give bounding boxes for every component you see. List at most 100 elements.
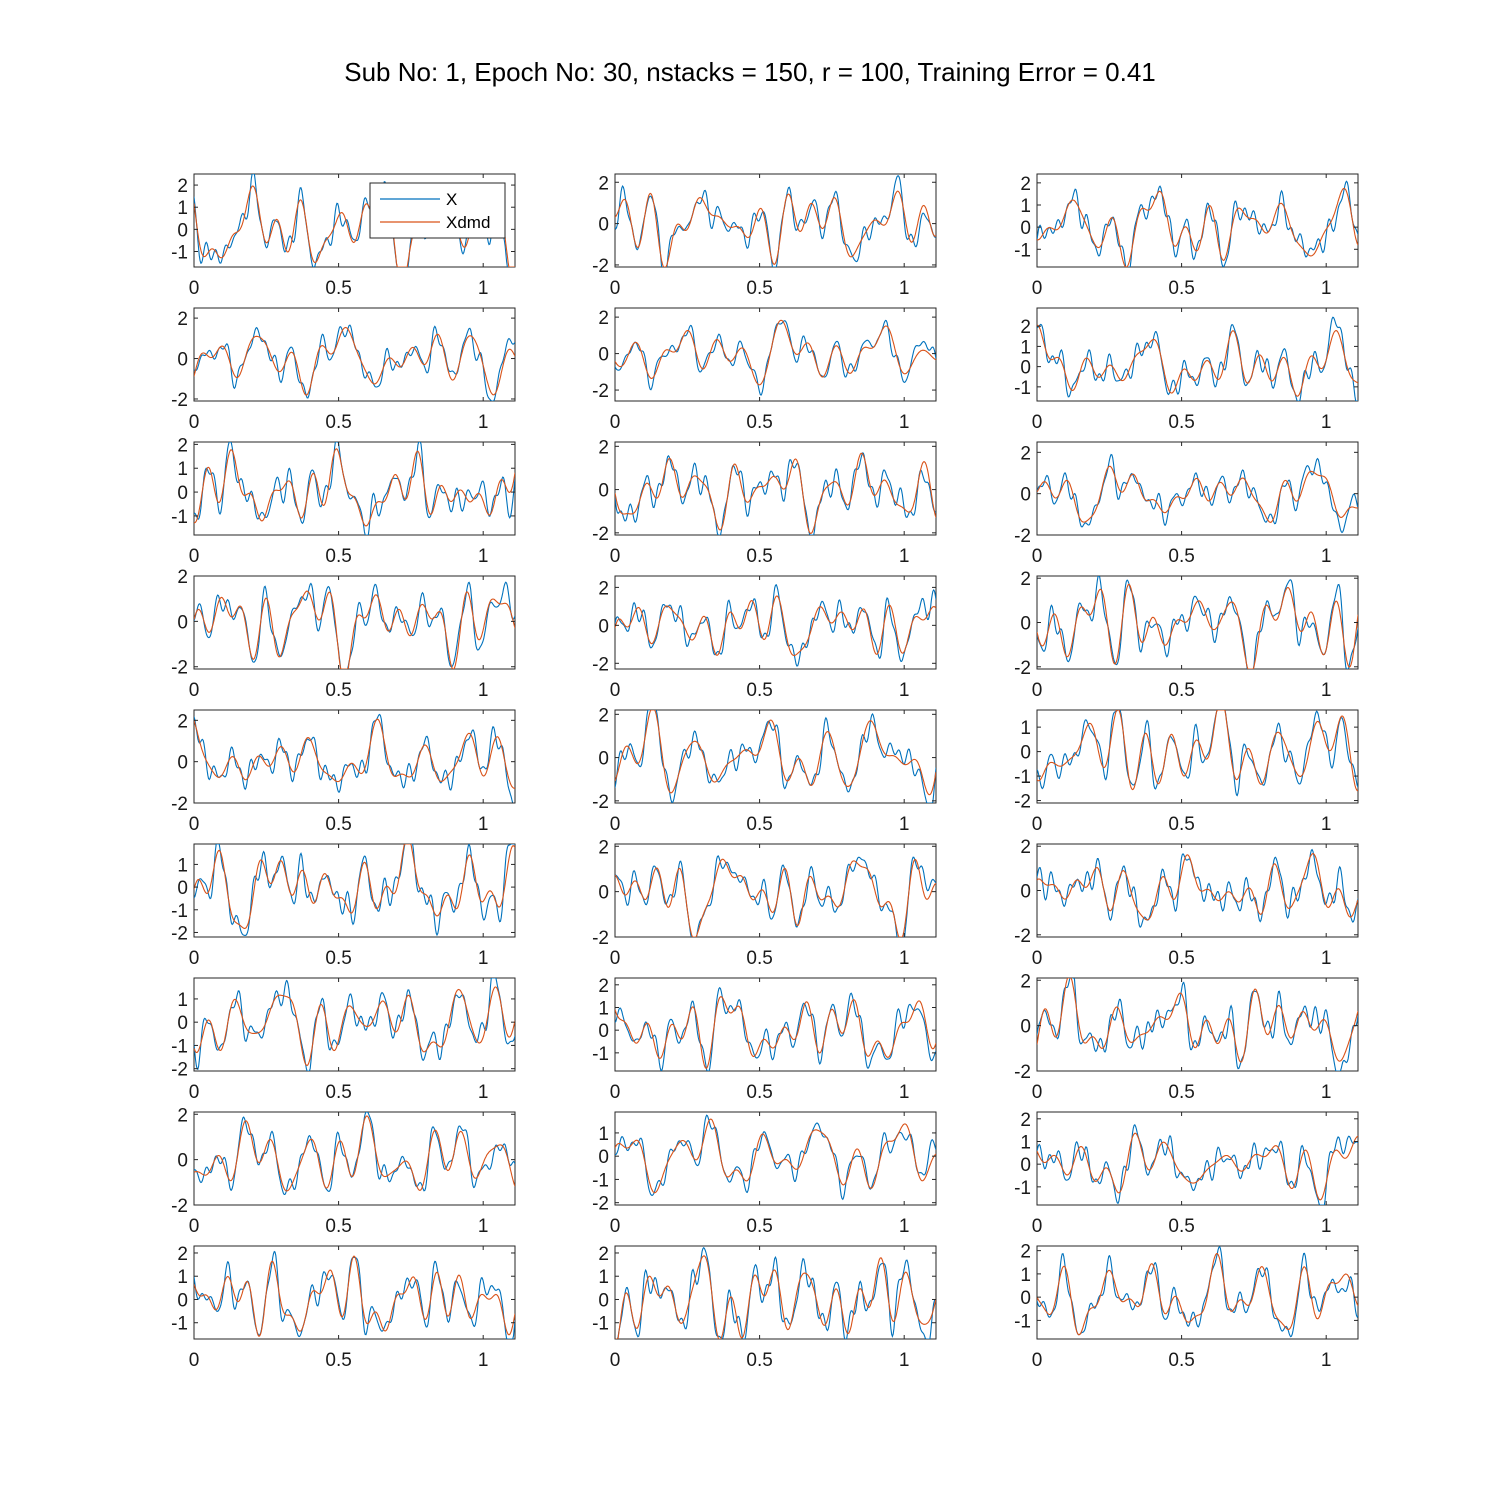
x-tick-label: 0 [189, 412, 200, 433]
x-tick-label: 1 [899, 412, 910, 433]
series-x-line [194, 442, 515, 535]
series-x-line [1037, 1123, 1358, 1205]
y-tick-label: 0 [598, 1021, 609, 1042]
subplot-2-2: 0 0.5 120-2 [592, 307, 937, 433]
x-tick-label: 0.5 [1168, 1216, 1194, 1237]
y-tick-label: 0 [177, 753, 188, 774]
x-tick-label: 0.5 [746, 814, 772, 835]
series-xdmd-line [1037, 1132, 1358, 1201]
x-tick-label: 0.5 [325, 814, 351, 835]
series-x-line [615, 710, 936, 803]
y-tick-label: -2 [171, 1060, 188, 1081]
subplot-8-1: 0 0.5 120-2 [171, 1105, 516, 1237]
x-tick-label: 0.5 [1168, 1082, 1194, 1103]
x-tick-label: 0.5 [746, 1082, 772, 1103]
y-tick-label: 0 [598, 345, 609, 366]
plot-frame [1036, 1111, 1359, 1206]
plot-frame [1036, 1245, 1359, 1340]
series-xdmd-line [194, 1115, 515, 1192]
y-tick-label: 1 [598, 1124, 609, 1145]
y-tick-label: 0 [1020, 1017, 1031, 1038]
y-tick-label: 2 [1020, 1242, 1031, 1263]
x-tick-label: 0.5 [1168, 680, 1194, 701]
plot-frame [1036, 977, 1359, 1072]
plot-frame [614, 575, 937, 670]
y-tick-label: 1 [177, 1267, 188, 1288]
series-xdmd-line [615, 996, 936, 1069]
x-tick-label: 1 [1321, 1082, 1332, 1103]
y-tick-label: 0 [177, 220, 188, 241]
subplot-5-1: 0 0.5 120-2 [171, 709, 516, 835]
plot-frame [1036, 307, 1359, 402]
plot-frame [193, 441, 516, 536]
series-xdmd-line [1037, 710, 1358, 792]
y-tick-label: -2 [592, 654, 609, 675]
series-x-line [1037, 710, 1358, 797]
x-tick-label: 0.5 [325, 278, 351, 299]
y-tick-label: 0 [598, 616, 609, 637]
x-tick-label: 1 [1321, 948, 1332, 969]
plot-frame [614, 843, 937, 938]
series-xdmd-line [615, 1255, 936, 1339]
x-tick-label: 1 [899, 1216, 910, 1237]
y-tick-label: 1 [1020, 1132, 1031, 1153]
y-tick-label: -2 [171, 923, 188, 944]
series-x-line [1037, 316, 1358, 401]
x-tick-label: 0.5 [1168, 948, 1194, 969]
y-tick-label: 2 [598, 437, 609, 458]
y-tick-label: 0 [177, 612, 188, 633]
series-x-line [1037, 453, 1358, 534]
subplot-4-3: 0 0.5 120-2 [1014, 569, 1359, 701]
series-xdmd-line [1037, 324, 1358, 397]
series-x-line [194, 174, 515, 267]
y-tick-label: 0 [1020, 614, 1031, 635]
y-tick-label: -2 [1014, 658, 1031, 679]
x-tick-label: 0 [1032, 278, 1043, 299]
x-tick-label: 0.5 [746, 1216, 772, 1237]
y-tick-label: -1 [592, 1044, 609, 1065]
y-tick-label: -1 [171, 243, 188, 264]
y-tick-label: -1 [1014, 767, 1031, 788]
y-tick-label: -2 [171, 794, 188, 815]
subplot-3-3: 0 0.5 120-2 [1014, 441, 1359, 567]
y-tick-label: 1 [598, 1267, 609, 1288]
x-tick-label: 0.5 [1168, 814, 1194, 835]
y-tick-label: 1 [1020, 337, 1031, 358]
series-x-line [194, 1112, 515, 1196]
y-tick-label: -2 [592, 256, 609, 277]
x-tick-label: 1 [478, 1216, 489, 1237]
series-x-line [194, 978, 515, 1071]
series-xdmd-line [194, 718, 515, 789]
x-tick-label: 1 [1321, 1216, 1332, 1237]
x-tick-label: 0 [1032, 1082, 1043, 1103]
y-tick-label: 1 [177, 990, 188, 1011]
figure-title: Sub No: 1, Epoch No: 30, nstacks = 150, … [344, 57, 1156, 87]
series-xdmd-line [194, 986, 515, 1067]
series-x-line [1037, 1246, 1358, 1338]
x-tick-label: 0.5 [1168, 1350, 1194, 1371]
x-tick-label: 1 [1321, 412, 1332, 433]
y-tick-label: -2 [1014, 1062, 1031, 1083]
y-tick-label: 2 [598, 173, 609, 194]
x-tick-label: 1 [478, 814, 489, 835]
subplot-1-2: 0 0.5 120-2 [592, 173, 937, 299]
plot-frame [614, 709, 937, 804]
series-x-line [194, 844, 515, 937]
x-tick-label: 0 [610, 1216, 621, 1237]
x-tick-label: 0 [610, 948, 621, 969]
series-xdmd-line [1037, 853, 1358, 921]
plot-frame [193, 977, 516, 1072]
x-tick-label: 1 [899, 948, 910, 969]
y-tick-label: 2 [598, 976, 609, 997]
y-tick-label: 2 [177, 176, 188, 197]
y-tick-label: 2 [1020, 443, 1031, 464]
x-tick-label: 0.5 [325, 680, 351, 701]
subplot-5-3: 0 0.5 1 1 0 -1 -2 [1014, 709, 1359, 835]
x-tick-label: 0 [189, 1216, 200, 1237]
y-tick-label: -1 [1014, 378, 1031, 399]
legend-label-xdmd: Xdmd [446, 213, 490, 232]
x-tick-label: 1 [899, 278, 910, 299]
